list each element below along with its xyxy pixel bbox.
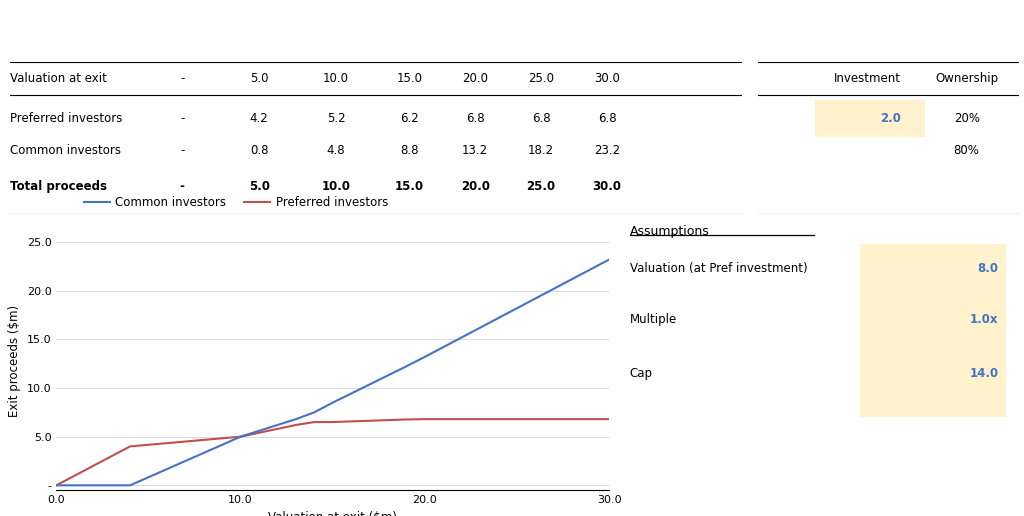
Text: Common investors: Common investors <box>10 144 121 157</box>
Text: 20%: 20% <box>953 112 980 125</box>
Text: 80%: 80% <box>953 144 980 157</box>
Text: 6.8: 6.8 <box>466 112 484 125</box>
Text: -: - <box>180 112 184 125</box>
Text: 4.8: 4.8 <box>327 144 345 157</box>
Text: Valuation (at Pref investment): Valuation (at Pref investment) <box>630 262 807 275</box>
Text: Valuation at exit: Valuation at exit <box>10 72 108 85</box>
Text: Capped Participating: Capped Participating <box>406 18 618 36</box>
Text: Assumptions: Assumptions <box>630 225 710 238</box>
Legend: Common investors, Preferred investors: Common investors, Preferred investors <box>79 191 393 214</box>
Text: 20.0: 20.0 <box>462 72 488 85</box>
Text: 6.8: 6.8 <box>531 112 550 125</box>
Text: 14.0: 14.0 <box>970 367 998 380</box>
Text: Multiple: Multiple <box>630 313 677 327</box>
Text: 5.0: 5.0 <box>250 72 268 85</box>
Text: Total proceeds: Total proceeds <box>10 180 108 193</box>
Text: 20.0: 20.0 <box>461 180 489 193</box>
Text: 25.0: 25.0 <box>526 180 556 193</box>
Text: 15.0: 15.0 <box>396 72 422 85</box>
Text: -: - <box>180 144 184 157</box>
Text: 30.0: 30.0 <box>593 180 622 193</box>
Text: 18.2: 18.2 <box>528 144 554 157</box>
Text: Ownership: Ownership <box>935 72 998 85</box>
Text: 10.0: 10.0 <box>323 72 349 85</box>
Text: 5.2: 5.2 <box>327 112 345 125</box>
FancyBboxPatch shape <box>860 244 1006 417</box>
Text: Cap: Cap <box>630 367 652 380</box>
Text: 0.8: 0.8 <box>250 144 268 157</box>
Text: 25.0: 25.0 <box>528 72 554 85</box>
Text: 8.0: 8.0 <box>977 262 998 275</box>
Y-axis label: Exit proceeds ($m): Exit proceeds ($m) <box>8 305 22 417</box>
FancyBboxPatch shape <box>815 100 925 137</box>
Text: 2.0: 2.0 <box>881 112 901 125</box>
Text: 6.2: 6.2 <box>400 112 419 125</box>
Text: Investment: Investment <box>834 72 901 85</box>
Text: 8.8: 8.8 <box>400 144 419 157</box>
Text: 30.0: 30.0 <box>594 72 620 85</box>
Text: 1.0x: 1.0x <box>970 313 998 327</box>
Text: Preferred investors: Preferred investors <box>10 112 123 125</box>
Text: 10.0: 10.0 <box>322 180 350 193</box>
Text: 5.0: 5.0 <box>249 180 269 193</box>
Text: -: - <box>180 72 184 85</box>
Text: 13.2: 13.2 <box>462 144 488 157</box>
Text: 6.8: 6.8 <box>598 112 616 125</box>
Text: 15.0: 15.0 <box>394 180 424 193</box>
X-axis label: Valuation at exit ($m): Valuation at exit ($m) <box>268 511 397 516</box>
Text: 4.2: 4.2 <box>250 112 268 125</box>
Text: 23.2: 23.2 <box>594 144 620 157</box>
Text: -: - <box>180 180 184 193</box>
